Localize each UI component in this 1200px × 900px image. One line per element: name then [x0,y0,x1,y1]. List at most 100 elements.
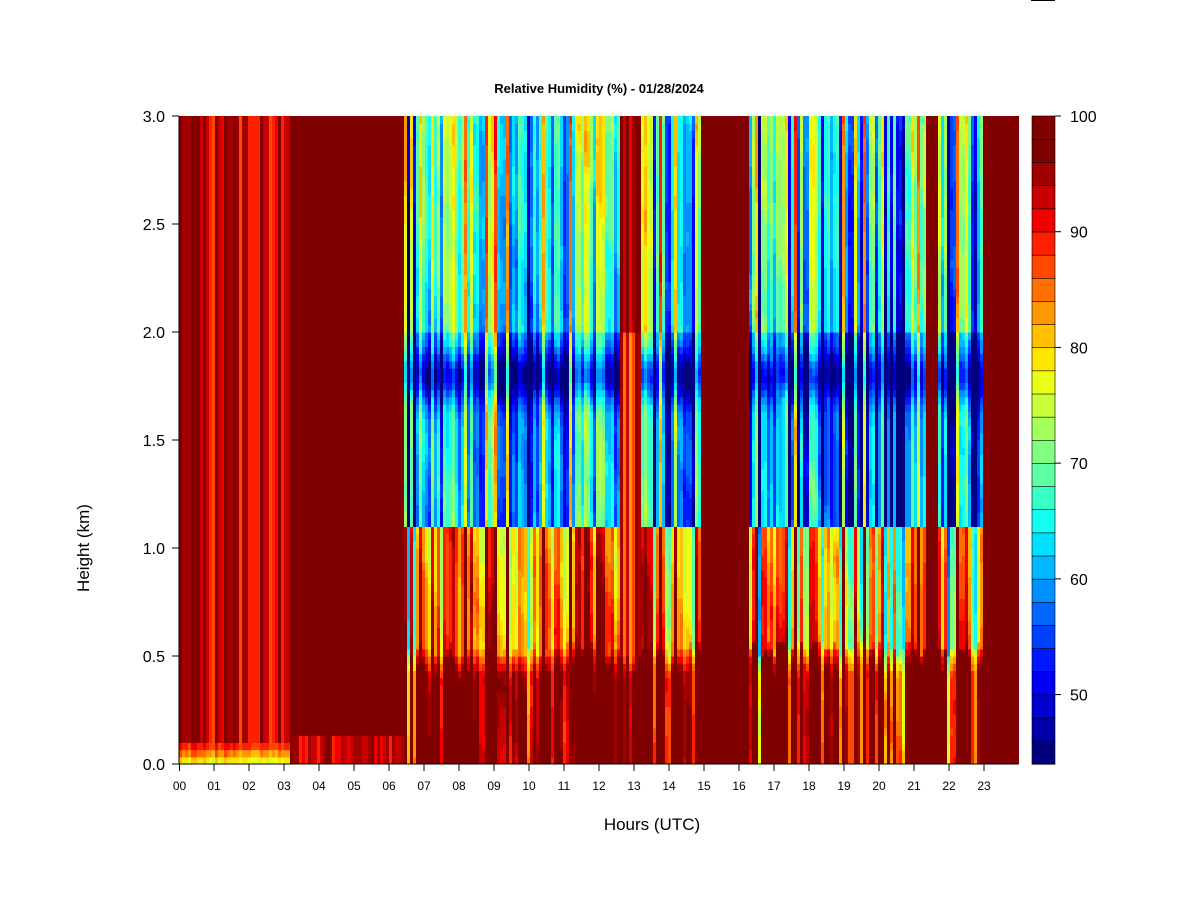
heatmap-cell [203,692,207,700]
heatmap-cell [248,144,252,153]
heatmap-cell [218,281,222,290]
heatmap-cell [218,123,222,131]
heatmap-cell [203,648,207,657]
heatmap-cell [227,447,231,455]
heatmap-cell [230,627,234,635]
heatmap-cell [179,180,183,189]
heatmap-cell [254,562,258,571]
heatmap-cell [200,620,204,628]
heatmap-cell [221,728,225,736]
heatmap-cell [200,670,204,679]
heatmap-cell [191,728,195,736]
heatmap-cell [206,555,210,563]
heatmap-cell [248,454,252,463]
heatmap-cell [188,598,192,607]
heatmap-cell [221,281,225,290]
heatmap-cell [188,447,192,455]
heatmap-cell [209,144,213,153]
heatmap-cell [221,692,225,700]
heatmap-cell [209,209,213,218]
heatmap-cell [227,533,231,542]
heatmap-cell [206,490,210,499]
heatmap-cell [191,555,195,563]
heatmap-cell [224,137,228,146]
heatmap-cell [254,742,258,751]
heatmap-cell [251,173,255,182]
heatmap-cell [185,641,189,650]
heatmap-cell [239,188,243,196]
heatmap-cell [206,231,210,239]
heatmap-cell [209,555,213,563]
heatmap-cell [194,756,198,764]
heatmap-cell [221,332,225,340]
heatmap-cell [251,533,255,542]
heatmap-cell [251,483,255,491]
heatmap-cell [242,641,246,650]
heatmap-cell [248,137,252,146]
heatmap-cell [230,533,234,542]
heatmap-cell [251,728,255,736]
heatmap-cell [236,497,240,506]
heatmap-cell [248,713,252,722]
heatmap-cell [182,461,186,470]
heatmap-cell [239,310,243,319]
heatmap-cell [239,360,243,369]
heatmap-cell [194,454,198,463]
heatmap-cell [191,656,195,664]
heatmap-cell [227,152,231,160]
heatmap-cell [215,735,219,743]
heatmap-cell [215,476,219,484]
heatmap-cell [203,159,207,167]
heatmap-cell [239,706,243,715]
heatmap-cell [206,699,210,707]
heatmap-cell [206,627,210,635]
heatmap-cell [188,627,192,635]
heatmap-cell [206,224,210,232]
heatmap-cell [251,620,255,628]
heatmap-cell [200,627,204,635]
heatmap-cell [251,447,255,455]
heatmap-cell [239,274,243,283]
heatmap-cell [200,231,204,239]
heatmap-cell [188,332,192,340]
heatmap-cell [224,713,228,722]
heatmap-cell [200,195,204,203]
heatmap-cell [188,548,192,556]
heatmap-cell [209,123,213,131]
heatmap-cell [227,339,231,347]
heatmap-cell [209,267,213,275]
heatmap-cell [245,166,249,175]
heatmap-cell [248,598,252,607]
heatmap-cell [185,339,189,347]
heatmap-cell [248,303,252,311]
heatmap-cell [221,699,225,707]
heatmap-cell [182,116,186,124]
heatmap-cell [236,368,240,376]
heatmap-cell [239,324,243,333]
heatmap-cell [188,116,192,124]
heatmap-cell [206,476,210,484]
heatmap-cell [212,267,216,275]
heatmap-cell [203,540,207,549]
heatmap-cell [212,418,216,427]
heatmap-cell [179,648,183,657]
heatmap-cell [203,641,207,650]
heatmap-cell [218,404,222,412]
heatmap-cell [251,166,255,175]
heatmap-cell [254,720,258,729]
heatmap-cell [179,440,183,448]
heatmap-cell [215,454,219,463]
heatmap-cell [242,202,246,211]
heatmap-cell [254,728,258,736]
heatmap-cell [218,706,222,715]
heatmap-cell [242,296,246,304]
heatmap-cell [182,670,186,679]
heatmap-cell [188,418,192,427]
heatmap-cell [197,116,201,124]
heatmap-cell [248,569,252,578]
heatmap-cell [212,634,216,643]
heatmap-cell [206,375,210,383]
heatmap-cell [233,252,237,261]
heatmap-cell [218,231,222,239]
heatmap-cell [218,454,222,463]
